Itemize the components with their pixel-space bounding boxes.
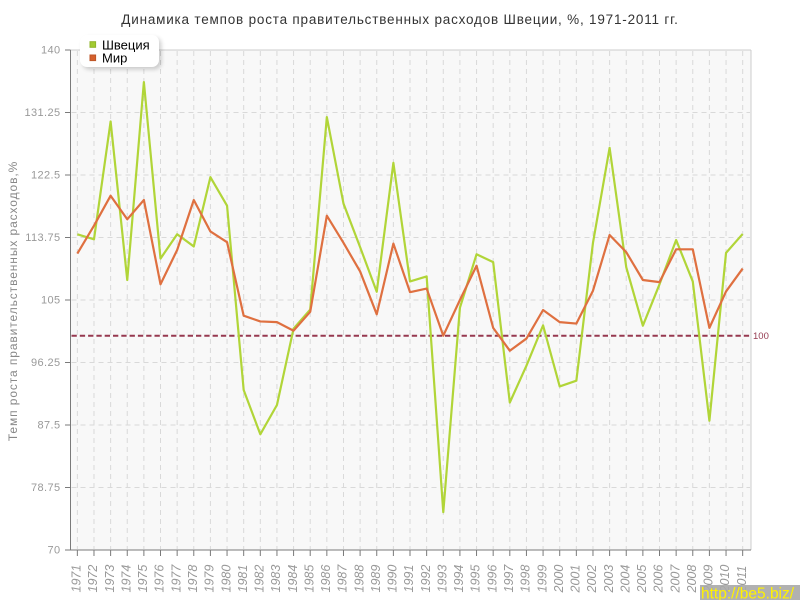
svg-text:1980: 1980: [219, 565, 233, 593]
svg-text:105: 105: [41, 295, 61, 307]
svg-text:2007: 2007: [668, 564, 682, 594]
svg-text:1988: 1988: [352, 565, 366, 593]
svg-text:1993: 1993: [435, 565, 449, 593]
svg-text:122.5: 122.5: [31, 170, 61, 182]
svg-text:140: 140: [41, 45, 61, 57]
svg-text:2004: 2004: [618, 565, 632, 594]
svg-text:1994: 1994: [452, 565, 466, 593]
svg-text:78.75: 78.75: [31, 482, 61, 494]
svg-text:1997: 1997: [502, 564, 516, 593]
svg-text:Темп роста правительственных р: Темп роста правительственных расходов,%: [6, 161, 20, 441]
svg-text:100: 100: [753, 331, 769, 342]
svg-text:1974: 1974: [119, 565, 133, 593]
svg-text:1990: 1990: [386, 565, 400, 593]
svg-text:Мир: Мир: [102, 51, 127, 66]
svg-text:1978: 1978: [186, 565, 200, 593]
svg-text:1973: 1973: [103, 565, 117, 593]
svg-text:Динамика темпов роста правител: Динамика темпов роста правительственных …: [121, 12, 678, 27]
svg-text:1996: 1996: [485, 565, 499, 593]
svg-text:1975: 1975: [136, 565, 150, 593]
svg-text:96.25: 96.25: [31, 357, 61, 369]
svg-text:http://be5.biz/: http://be5.biz/: [701, 585, 795, 600]
svg-text:1985: 1985: [302, 565, 316, 593]
svg-text:2006: 2006: [652, 565, 666, 594]
svg-text:2003: 2003: [602, 565, 616, 594]
svg-text:87.5: 87.5: [37, 420, 60, 432]
svg-text:1971: 1971: [70, 565, 84, 593]
svg-text:1987: 1987: [336, 564, 350, 593]
svg-text:Швеция: Швеция: [102, 37, 150, 52]
svg-text:2005: 2005: [635, 565, 649, 594]
svg-text:1998: 1998: [519, 565, 533, 593]
svg-text:1984: 1984: [286, 565, 300, 593]
svg-text:1983: 1983: [269, 565, 283, 593]
svg-text:1977: 1977: [169, 564, 183, 593]
svg-text:1979: 1979: [203, 565, 217, 593]
svg-text:70: 70: [47, 545, 60, 557]
svg-text:1991: 1991: [402, 565, 416, 593]
svg-text:1976: 1976: [153, 565, 167, 593]
svg-text:1995: 1995: [469, 565, 483, 593]
svg-text:2001: 2001: [569, 565, 583, 594]
svg-text:2008: 2008: [685, 565, 699, 594]
svg-text:1981: 1981: [236, 565, 250, 593]
svg-text:1972: 1972: [86, 565, 100, 593]
svg-text:1989: 1989: [369, 565, 383, 593]
svg-text:1999: 1999: [535, 565, 549, 593]
svg-text:2000: 2000: [552, 565, 566, 594]
svg-text:1986: 1986: [319, 565, 333, 593]
svg-text:2002: 2002: [585, 565, 599, 594]
svg-text:131.25: 131.25: [24, 107, 60, 119]
svg-text:1982: 1982: [253, 565, 267, 593]
svg-text:113.75: 113.75: [25, 232, 60, 244]
svg-text:1992: 1992: [419, 565, 433, 593]
